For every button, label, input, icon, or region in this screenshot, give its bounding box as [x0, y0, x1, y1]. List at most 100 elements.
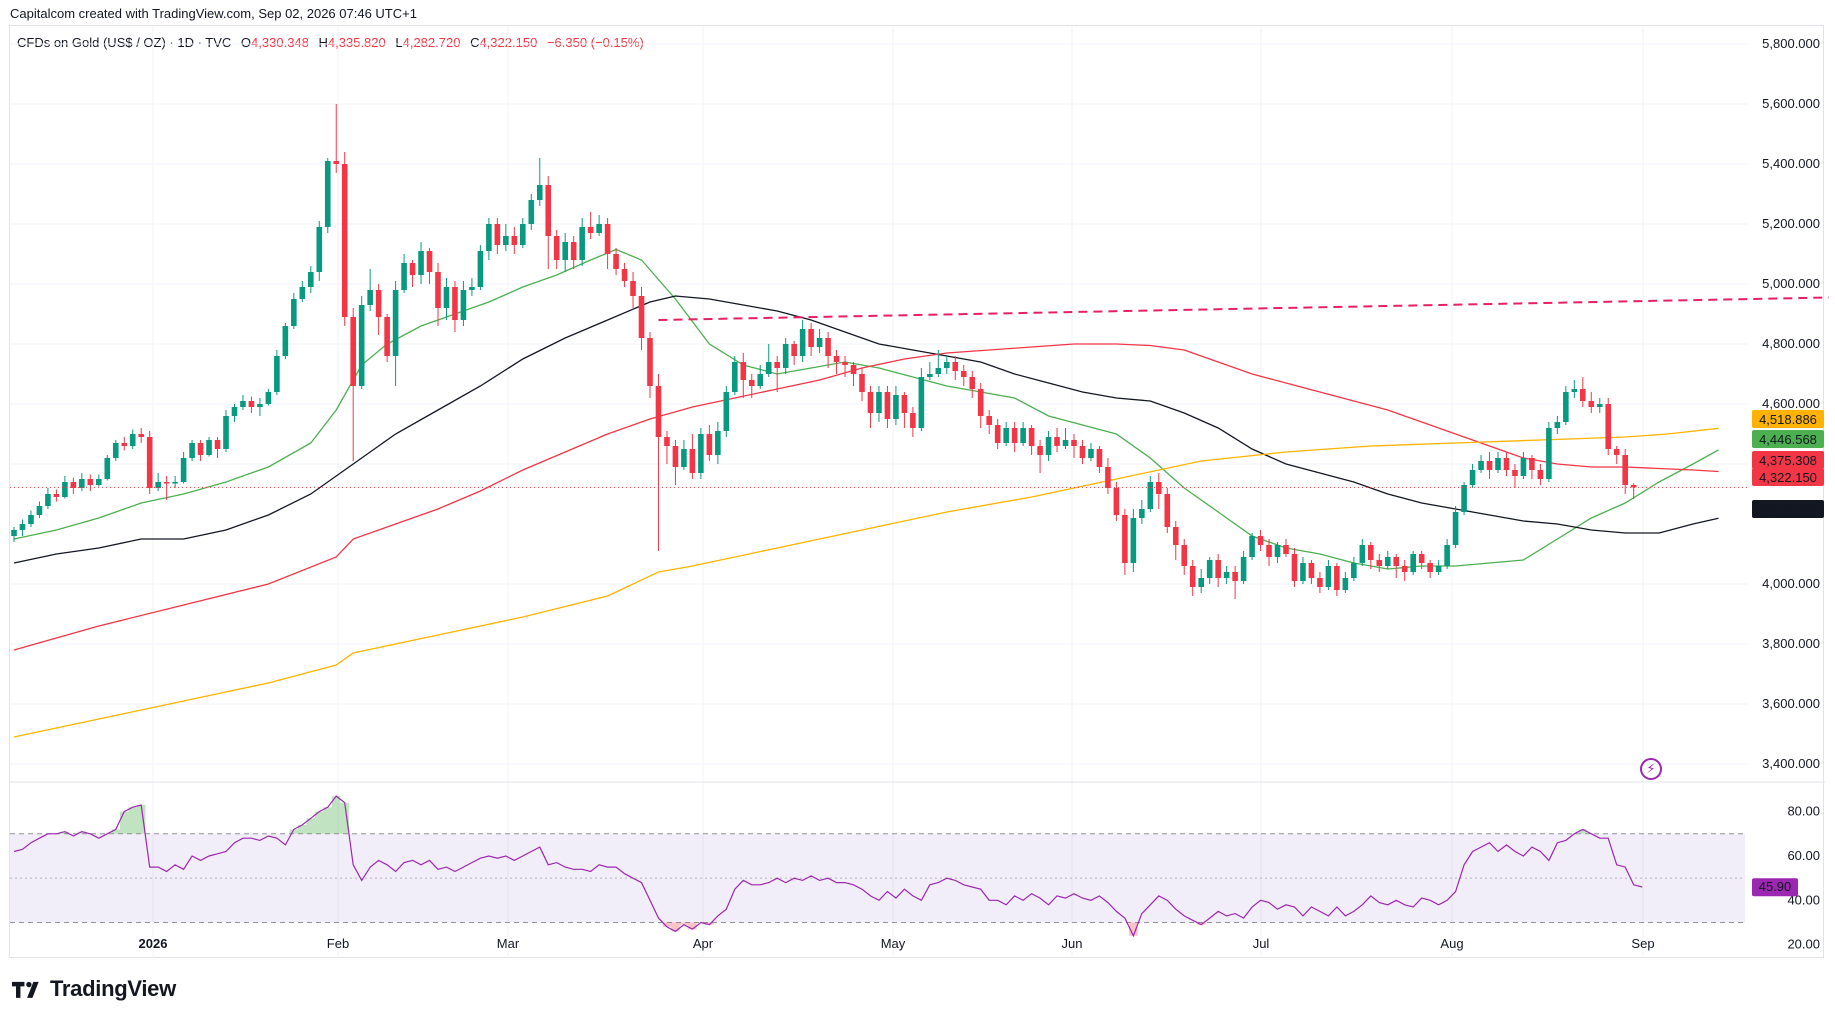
candle-body — [596, 224, 602, 233]
price-label-box: 4,218.664 — [1752, 500, 1824, 518]
candle — [723, 386, 730, 437]
price-labels: 4,518.886 4,446.568 4,375.308 4,322.150 4,21… — [1752, 410, 1824, 518]
candle-body — [146, 437, 153, 488]
candle — [367, 269, 373, 311]
symbol-title[interactable]: CFDs on Gold (US$ / OZ) · 1D · TVC — [17, 35, 232, 50]
candle-body — [638, 296, 645, 338]
candle-body — [1520, 458, 1527, 476]
time-tick-label: Feb — [327, 936, 349, 951]
candle — [748, 374, 755, 398]
price-tick-label: 5,600.000 — [1762, 96, 1820, 111]
lightning-icon[interactable]: ⚡ — [1640, 758, 1662, 780]
candle — [138, 428, 144, 443]
candle-body — [1410, 554, 1416, 572]
candle — [621, 263, 628, 287]
rsi-tick-label: 80.00 — [1787, 804, 1820, 819]
candle-body — [274, 356, 280, 392]
grid-lines — [10, 26, 1825, 958]
candle — [791, 341, 797, 365]
moving-averages — [13, 248, 1719, 738]
candle-body — [1249, 536, 1255, 557]
candle-body — [1122, 515, 1128, 563]
candle — [1045, 431, 1052, 461]
candle — [1342, 572, 1349, 593]
candle — [1529, 455, 1535, 479]
candle-body — [1427, 563, 1433, 572]
candle — [1418, 551, 1425, 569]
candle — [401, 254, 407, 293]
candle-body — [774, 362, 780, 368]
candle-body — [1486, 461, 1493, 470]
candle — [689, 434, 696, 479]
candle — [520, 218, 526, 248]
candle — [291, 293, 297, 329]
candle — [1181, 539, 1188, 575]
candle — [969, 371, 976, 398]
candle — [1020, 422, 1026, 446]
candle-body — [1478, 461, 1484, 470]
candle-body — [901, 395, 908, 413]
candle — [927, 362, 933, 380]
candle-body — [1384, 557, 1391, 566]
candle-body — [443, 287, 450, 308]
candle-body — [842, 362, 848, 365]
high-label: H — [318, 35, 328, 50]
price-tick-label: 5,200.000 — [1762, 216, 1820, 231]
candle-body — [579, 227, 585, 260]
candle — [1546, 422, 1552, 482]
candle-body — [1393, 557, 1400, 566]
candle-body — [1164, 494, 1171, 527]
candle-body — [1563, 392, 1569, 422]
candle-body — [155, 482, 161, 488]
candle — [1011, 422, 1018, 452]
candle-body — [1554, 422, 1561, 428]
candle-body — [70, 482, 77, 488]
rsi-last-bg — [1752, 878, 1798, 897]
candle-body — [121, 443, 128, 446]
candle — [469, 278, 475, 296]
candle — [715, 422, 721, 464]
candle — [1088, 443, 1094, 461]
open-label: O — [240, 35, 252, 50]
candle — [698, 428, 704, 479]
candle — [825, 332, 831, 368]
candle — [562, 233, 568, 272]
candle-body — [927, 374, 933, 377]
candle-body — [1452, 512, 1459, 545]
candle-body — [401, 263, 407, 290]
candle — [664, 431, 670, 464]
candle-body — [299, 287, 306, 299]
ma-line-green — [13, 248, 1719, 570]
price-label-text: 4,446.568 — [1759, 432, 1817, 447]
price-tick-label: 5,000.000 — [1762, 276, 1820, 291]
price-label-bg — [1752, 468, 1824, 486]
candle-body — [969, 377, 976, 389]
candle-body — [1418, 554, 1425, 563]
candle — [630, 272, 636, 308]
candle-body — [129, 434, 136, 446]
candle-body — [859, 374, 865, 392]
candle-body — [358, 305, 365, 386]
brand[interactable]: TradingView — [12, 976, 176, 1002]
candle — [1554, 416, 1561, 434]
candle — [1130, 509, 1137, 572]
candle — [1291, 548, 1298, 587]
candle — [647, 332, 653, 398]
candle — [503, 224, 509, 251]
candle — [299, 281, 306, 302]
price-tick-label: 5,400.000 — [1762, 156, 1820, 171]
candle-body — [452, 287, 458, 320]
candle-body — [1630, 485, 1637, 488]
candle — [11, 527, 17, 542]
candle-body — [257, 404, 263, 407]
candle — [486, 218, 492, 260]
ma-line-red — [13, 343, 1719, 651]
time-tick-label: Jun — [1062, 936, 1083, 951]
candle — [426, 248, 433, 284]
candle-body — [350, 317, 356, 386]
candle-body — [672, 446, 679, 467]
candle — [1503, 452, 1510, 476]
candle-body — [613, 254, 619, 269]
candle — [350, 308, 356, 461]
